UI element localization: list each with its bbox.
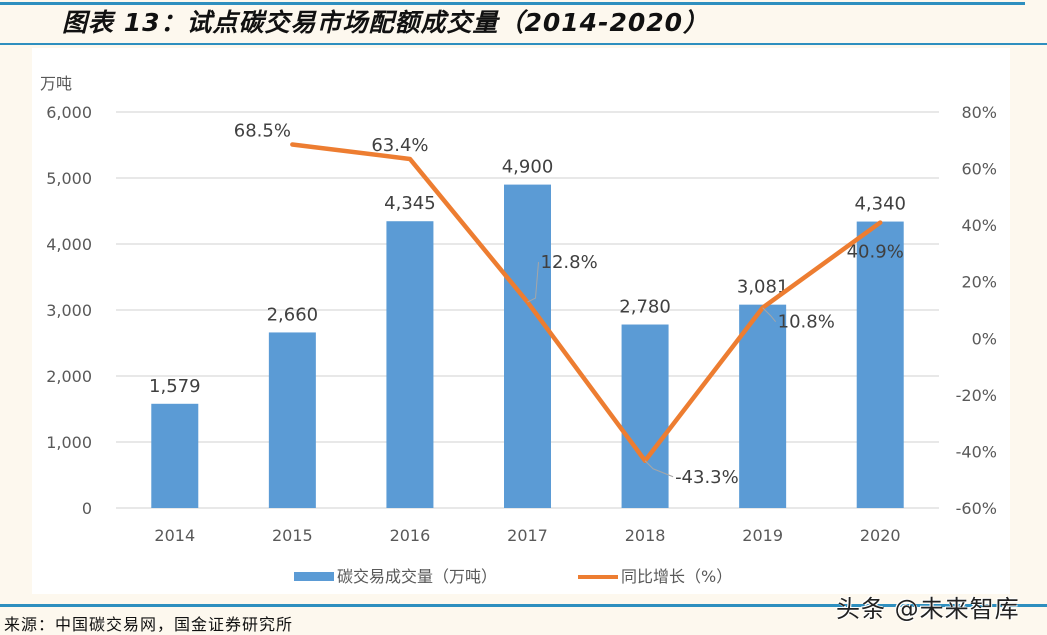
right-tick-label: 60% — [961, 160, 997, 179]
bar-value-label: 4,345 — [384, 193, 436, 214]
bar — [856, 221, 904, 508]
bar-value-label: 1,579 — [149, 376, 201, 397]
line-data-labels: 68.5% 63.4% 12.8% -43.3% 10.8% 40.9% — [234, 121, 904, 488]
bar-value-label: 4,340 — [854, 194, 906, 215]
line-value-label: 10.8% — [778, 312, 835, 333]
x-tick-label: 2015 — [272, 526, 313, 545]
left-tick-label: 3,000 — [46, 301, 92, 320]
left-tick-label: 2,000 — [46, 367, 92, 386]
left-axis-unit-label: 万吨 — [40, 74, 72, 93]
right-tick-label: 0% — [972, 329, 997, 348]
right-tick-label: -40% — [956, 442, 997, 461]
line-value-label: 40.9% — [847, 242, 904, 263]
x-tick-label: 2017 — [507, 526, 548, 545]
title-rule-bottom — [0, 43, 1047, 45]
right-tick-label: 40% — [961, 216, 997, 235]
bar — [739, 304, 787, 508]
figure-title: 图表 13：试点碳交易市场配额成交量（2014-2020） — [62, 8, 710, 37]
bar — [268, 332, 316, 508]
bar — [504, 184, 551, 508]
bar-value-label: 3,081 — [737, 277, 789, 298]
legend-bar-label: 碳交易成交量（万吨） — [337, 567, 497, 586]
x-axis: 2014 2015 2016 2017 2018 2019 2020 — [154, 526, 900, 545]
legend: 碳交易成交量（万吨） 同比增长（%） — [294, 567, 732, 586]
left-tick-label: 1,000 — [46, 433, 92, 452]
bar-value-label: 2,660 — [267, 304, 319, 325]
legend-line-label: 同比增长（%） — [621, 567, 732, 586]
title-rule-top — [0, 2, 1025, 5]
x-tick-label: 2020 — [860, 526, 901, 545]
source-note: 来源：中国碳交易网，国金证券研究所 — [4, 615, 294, 634]
left-tick-label: 4,000 — [46, 235, 92, 254]
legend-bar-swatch — [294, 572, 334, 581]
left-axis: 0 1,000 2,000 3,000 4,000 5,000 6,000 — [46, 103, 92, 518]
bar — [621, 324, 669, 508]
left-tick-label: 0 — [82, 499, 92, 518]
line-series — [290, 142, 883, 464]
bar-value-label: 2,780 — [619, 297, 671, 318]
right-tick-label: 20% — [961, 273, 997, 292]
bar — [151, 403, 199, 508]
leader-line — [527, 262, 539, 303]
right-tick-label: 80% — [961, 103, 997, 122]
source-rule — [0, 604, 1047, 607]
left-tick-label: 5,000 — [46, 169, 92, 188]
line-value-label: 68.5% — [234, 121, 291, 142]
x-tick-label: 2018 — [625, 526, 666, 545]
right-tick-label: -20% — [956, 386, 997, 405]
bar — [386, 221, 434, 509]
bar-data-labels: 1,579 2,660 4,345 4,900 2,780 3,081 4,340 — [149, 157, 906, 397]
line-value-label: 12.8% — [541, 252, 598, 273]
right-tick-label: -60% — [956, 499, 997, 518]
bar-value-label: 4,900 — [502, 157, 554, 178]
x-tick-label: 2014 — [154, 526, 195, 545]
x-tick-label: 2016 — [390, 526, 431, 545]
line-value-label: -43.3% — [675, 467, 739, 488]
watermark: 头条 @未来智库 — [836, 595, 1020, 623]
right-axis: -60% -40% -20% 0% 20% 40% 60% 80% — [956, 103, 997, 518]
legend-line-swatch — [578, 575, 618, 579]
bar-series — [151, 184, 904, 509]
x-tick-label: 2019 — [742, 526, 783, 545]
left-tick-label: 6,000 — [46, 103, 92, 122]
leader-line — [762, 307, 777, 323]
leader-line — [644, 460, 674, 478]
growth-line — [290, 142, 883, 464]
line-value-label: 63.4% — [371, 135, 428, 156]
